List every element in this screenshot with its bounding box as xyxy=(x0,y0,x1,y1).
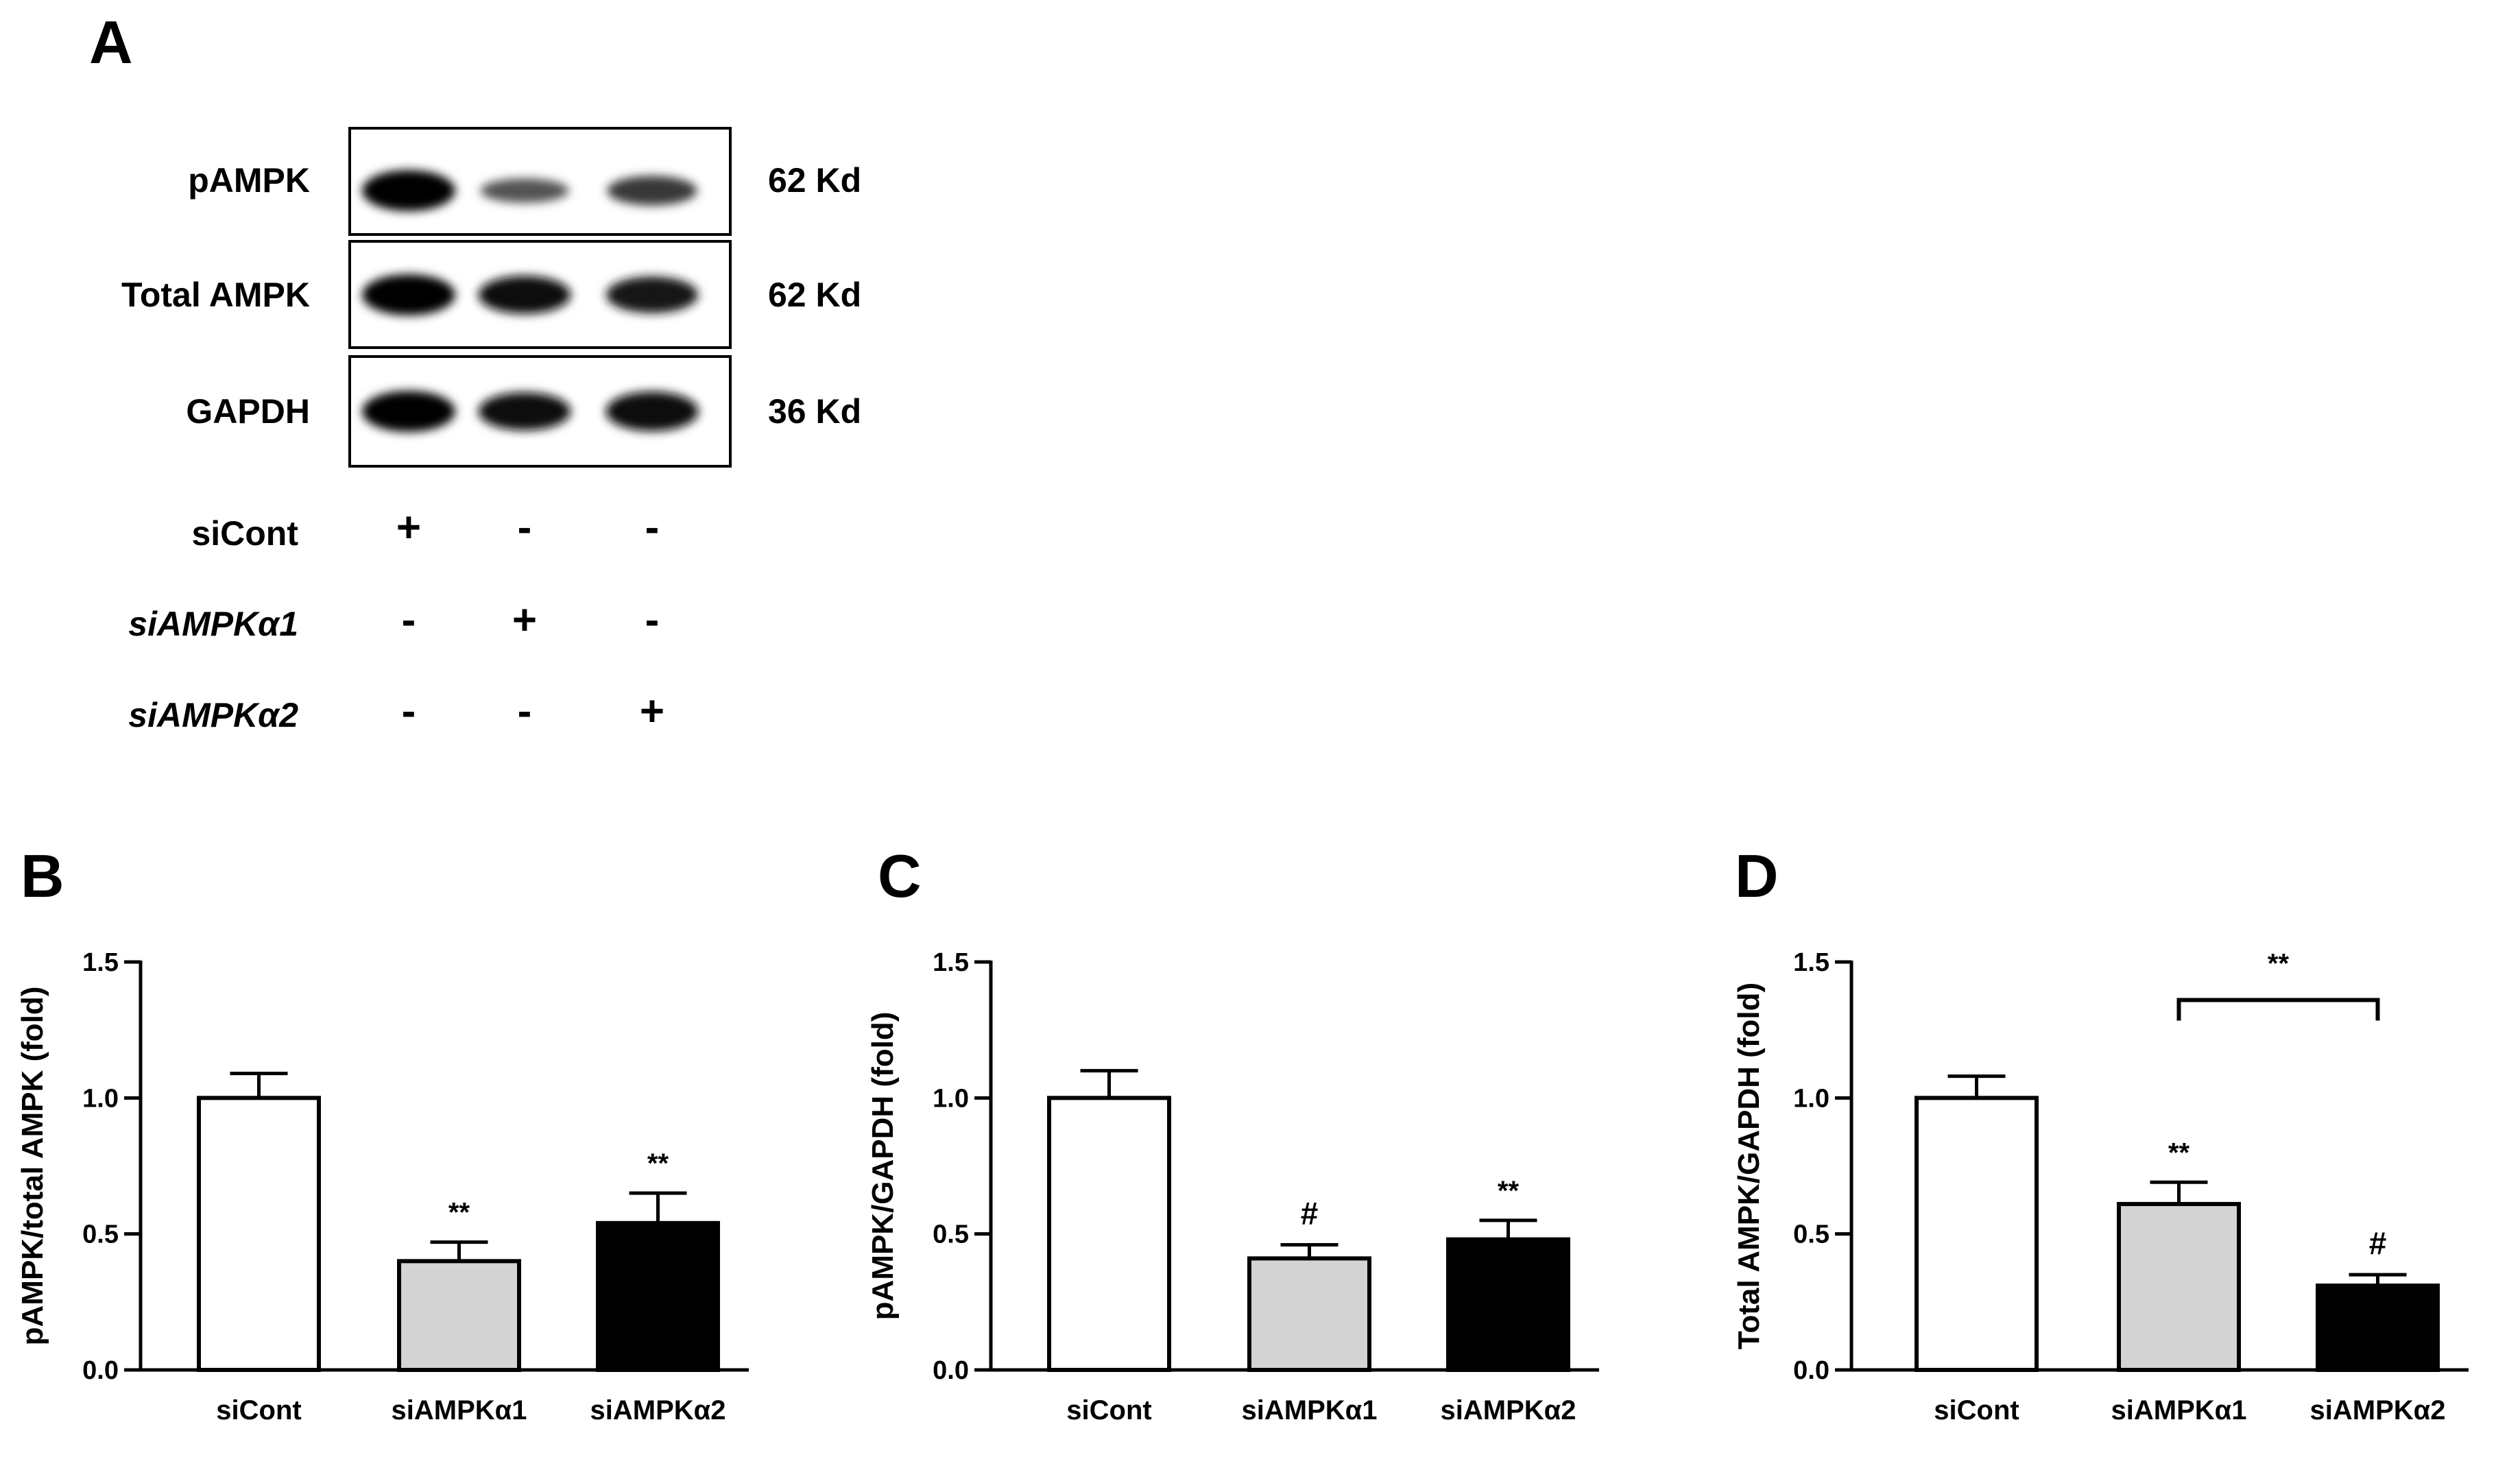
panel-a: A pAMPK 62 Kd Total AMPK 62 Kd GAPDH 36 … xyxy=(89,8,861,735)
condition-label: siCont xyxy=(191,514,298,553)
bar xyxy=(2316,1284,2440,1372)
condition-sign: + xyxy=(640,688,664,735)
blot-row-label: pAMPK xyxy=(188,161,310,200)
comparison-bracket xyxy=(2176,998,2380,1021)
bar xyxy=(1446,1237,1570,1372)
blot-bands xyxy=(362,170,697,211)
condition-row-siampk-a1: siAMPKα1 - + - xyxy=(128,597,659,644)
category-label: siAMPKα2 xyxy=(2310,1395,2446,1425)
condition-sign: + xyxy=(512,597,537,644)
y-axis-label: pAMPK/GAPDH (fold) xyxy=(866,1012,900,1321)
condition-sign: - xyxy=(518,504,532,551)
blot-bands xyxy=(362,391,699,432)
significance-label: # xyxy=(2369,1225,2387,1261)
significance-label: ** xyxy=(448,1198,470,1228)
category-label: siAMPKα1 xyxy=(2111,1395,2247,1425)
condition-label: siAMPKα1 xyxy=(128,605,298,643)
blot-size-label: 62 Kd xyxy=(768,161,861,200)
y-tick-label: 0.5 xyxy=(1793,1220,1829,1249)
y-tick-label: 1.0 xyxy=(82,1084,119,1113)
y-tick-label: 0.0 xyxy=(1793,1356,1829,1385)
condition-sign: - xyxy=(645,504,660,551)
y-tick-label: 1.5 xyxy=(1793,948,1829,977)
category-label: siAMPKα2 xyxy=(1441,1395,1576,1425)
y-axis-label: Total AMPK/GAPDH (fold) xyxy=(1732,983,1766,1349)
blot-band xyxy=(478,276,571,314)
blot-row-gapdh: GAPDH 36 Kd xyxy=(186,355,861,468)
category-label: siAMPKα1 xyxy=(392,1395,527,1425)
significance-label: # xyxy=(1301,1196,1319,1231)
y-tick-label: 1.5 xyxy=(82,948,119,977)
panel-a-letter: A xyxy=(89,8,133,76)
blot-band xyxy=(607,176,697,206)
condition-row-siampk-a2: siAMPKα2 - - + xyxy=(128,688,664,735)
category-label: siCont xyxy=(1066,1395,1151,1425)
y-tick-label: 0.0 xyxy=(82,1356,119,1385)
significance-label: ** xyxy=(647,1148,669,1179)
condition-label: siAMPKα2 xyxy=(128,696,298,734)
bar xyxy=(197,1096,321,1373)
blot-bands xyxy=(362,274,699,315)
category-label: siCont xyxy=(1934,1395,2019,1425)
condition-sign: + xyxy=(396,504,421,551)
condition-sign: - xyxy=(402,688,416,735)
significance-label: ** xyxy=(2168,1137,2190,1168)
blot-row-total-ampk: Total AMPK 62 Kd xyxy=(121,240,861,349)
bracket-significance-label: ** xyxy=(2268,949,2290,979)
panel-b-letter: B xyxy=(21,842,64,910)
blot-row-label: GAPDH xyxy=(186,392,310,431)
y-axis-label: pAMPK/total AMPK (fold) xyxy=(16,987,49,1346)
condition-sign: - xyxy=(645,597,660,644)
y-tick-label: 1.0 xyxy=(1793,1084,1829,1113)
blot-band xyxy=(478,392,571,431)
bar xyxy=(397,1259,521,1373)
bar xyxy=(1047,1096,1171,1373)
y-tick-label: 0.5 xyxy=(82,1220,119,1249)
blot-band xyxy=(362,274,455,315)
y-tick-label: 1.5 xyxy=(933,948,969,977)
bar xyxy=(2117,1202,2241,1372)
blot-row-label: Total AMPK xyxy=(121,276,310,314)
blot-size-label: 36 Kd xyxy=(768,392,861,431)
bar xyxy=(596,1220,720,1373)
chart-b: 0.0 0.5 1.0 1.5 pAMPK/total AMPK (fold) siCon… xyxy=(16,948,749,1425)
chart-d: 0.0 0.5 1.0 1.5 Total AMPK/GAPDH (fold) siCon… xyxy=(1732,948,2469,1425)
bar xyxy=(1247,1256,1371,1373)
blot-band xyxy=(605,276,699,313)
bar xyxy=(1915,1096,2039,1373)
blot-row-pampk: pAMPK 62 Kd xyxy=(188,127,861,236)
condition-sign: - xyxy=(402,597,416,644)
blot-band xyxy=(362,391,455,432)
y-tick-label: 0.0 xyxy=(933,1356,969,1385)
y-tick-label: 1.0 xyxy=(933,1084,969,1113)
blot-band xyxy=(605,392,699,431)
blot-band xyxy=(480,178,569,203)
category-label: siAMPKα1 xyxy=(1242,1395,1378,1425)
panel-c-letter: C xyxy=(878,842,922,910)
panel-d-letter: D xyxy=(1735,842,1779,910)
condition-row-sicont: siCont + - - xyxy=(191,504,659,553)
condition-sign: - xyxy=(518,688,532,735)
blot-size-label: 62 Kd xyxy=(768,276,861,314)
blot-band xyxy=(362,170,455,211)
significance-label: ** xyxy=(1498,1176,1520,1206)
category-label: siCont xyxy=(216,1395,301,1425)
category-label: siAMPKα2 xyxy=(590,1395,726,1425)
chart-c: 0.0 0.5 1.0 1.5 pAMPK/GAPDH (fold) siCont # siA… xyxy=(866,948,1599,1425)
y-tick-label: 0.5 xyxy=(933,1220,969,1249)
